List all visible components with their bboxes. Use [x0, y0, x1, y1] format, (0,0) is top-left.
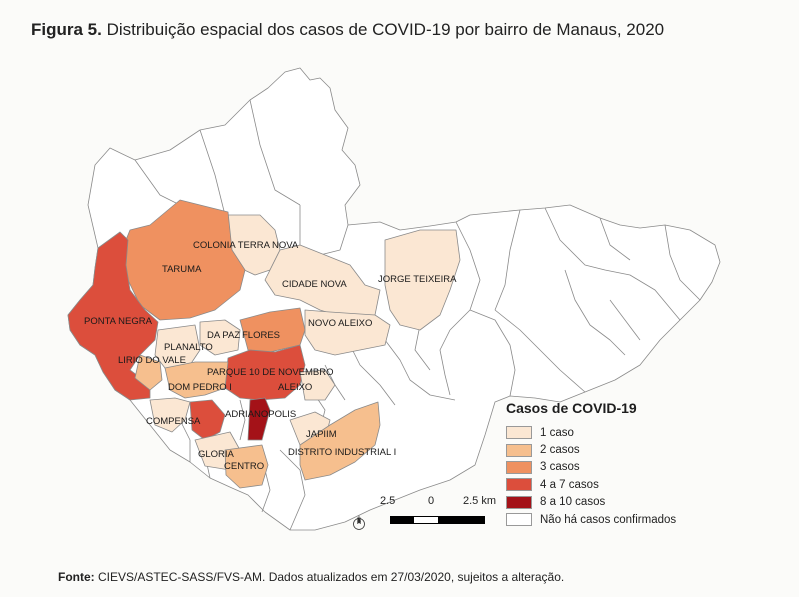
label-aleixo: ALEIXO: [278, 382, 312, 393]
legend-item: 1 caso: [506, 424, 676, 441]
region-da-paz: [199, 319, 241, 356]
region-jorge-teixeira: [384, 229, 461, 331]
north-label: N: [356, 518, 362, 524]
label-flores: FLORES: [242, 330, 280, 341]
region-novo-aleixo: [304, 309, 391, 356]
legend-swatch: [506, 460, 532, 474]
label-lirio-do-vale: LIRIO DO VALE: [118, 355, 186, 366]
region-lirio-do-vale: [134, 354, 163, 391]
figure-label: Figura 5.: [31, 20, 102, 39]
label-japiim: JAPIIM: [306, 429, 337, 440]
label-adrianopolis: ADRIANOPOLIS: [225, 409, 296, 420]
region-distrito-industrial: [299, 401, 381, 481]
legend-label: Não há casos confirmados: [540, 513, 677, 526]
region-aleixo: [299, 369, 336, 401]
label-gloria: GLORIA: [198, 449, 235, 460]
legend-label: 2 casos: [540, 444, 580, 457]
label-ponta-negra: PONTA NEGRA: [84, 316, 153, 327]
region-taruma: [119, 199, 246, 321]
scale-label-mid: 0: [428, 495, 435, 507]
label-distrito-industrial: DISTRITO INDUSTRIAL I: [288, 447, 396, 458]
label-jorge-teixeira: JORGE TEIXEIRA: [378, 274, 457, 285]
scale-bar-graphic: [390, 516, 485, 524]
label-cidade-nova: CIDADE NOVA: [282, 279, 347, 290]
legend-item: 3 casos: [506, 459, 676, 476]
map-legend: Casos de COVID-19 1 caso 2 casos 3 casos 4 …: [506, 400, 676, 528]
legend-swatch: [506, 443, 532, 457]
region-compensa: [149, 397, 191, 433]
source-note: Fonte: CIEVS/ASTEC-SASS/FVS-AM. Dados at…: [58, 570, 564, 584]
label-colonia-terra-nova: COLONIA TERRA NOVA: [193, 240, 299, 251]
label-compensa: COMPENSA: [146, 416, 201, 427]
legend-label: 8 a 10 casos: [540, 496, 606, 509]
label-da-paz: DA PAZ: [207, 330, 240, 341]
legend-label: 1 caso: [540, 426, 574, 439]
figure-caption: Distribuição espacial dos casos de COVID…: [106, 20, 665, 39]
region-dom-pedro: [164, 361, 229, 399]
region-ponta-negra: [67, 231, 159, 401]
label-planalto: PLANALTO: [164, 342, 213, 353]
map-labels: COLONIA TERRA NOVA TARUMA JORGE TEIXEIRA…: [84, 240, 457, 472]
region-centro: [224, 444, 269, 489]
source-text: CIEVS/ASTEC-SASS/FVS-AM. Dados atualizad…: [98, 570, 565, 584]
legend-item: 2 casos: [506, 441, 676, 458]
scale-label-right: 2.5 km: [463, 495, 497, 507]
region-adrianopolis: [247, 397, 271, 441]
scale-label-left: 2.5: [380, 495, 396, 507]
figure-title: Figura 5. Distribuição espacial dos caso…: [31, 20, 664, 40]
label-novo-aleixo: NOVO ALEIXO: [308, 318, 372, 329]
compass-icon: [353, 515, 365, 530]
scale-bar: 2.5 0 2.5 km: [380, 495, 500, 535]
label-centro: CENTRO: [224, 461, 264, 472]
legend-items: 1 caso 2 casos 3 casos 4 a 7 casos 8 a 10 ca…: [506, 424, 676, 528]
label-taruma: TARUMA: [162, 264, 202, 275]
label-dom-pedro: DOM PEDRO I: [168, 382, 232, 393]
legend-label: 3 casos: [540, 461, 580, 474]
legend-label: 4 a 7 casos: [540, 478, 599, 491]
legend-swatch: [506, 513, 532, 527]
region-parque-10: [224, 344, 306, 401]
neighborhood-boundaries: [134, 99, 701, 531]
north-arrow-icon: N: [352, 513, 366, 530]
region-compensa-dark: [189, 399, 226, 441]
legend-swatch: [506, 426, 532, 440]
legend-item: 4 a 7 casos: [506, 476, 676, 493]
legend-swatch: [506, 478, 532, 492]
legend-item: 8 a 10 casos: [506, 494, 676, 511]
source-label: Fonte:: [58, 570, 95, 584]
legend-swatch: [506, 495, 532, 509]
legend-item: Não há casos confirmados: [506, 511, 676, 528]
legend-title: Casos de COVID-19: [506, 400, 637, 416]
label-parque-10: PARQUE 10 DE NOVEMBRO: [207, 367, 334, 378]
